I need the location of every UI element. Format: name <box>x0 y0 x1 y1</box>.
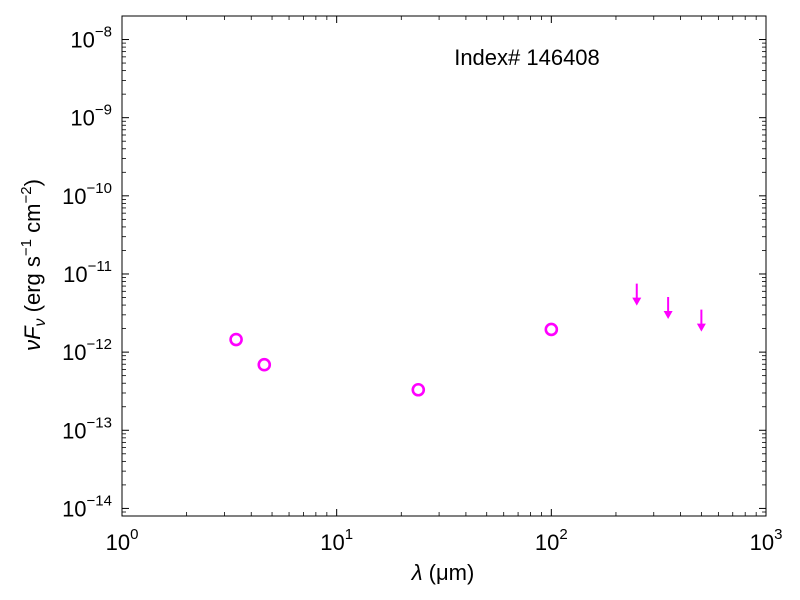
x-tick-exp: 1 <box>345 526 353 543</box>
y-tick-exp: −9 <box>95 102 112 119</box>
y-tick-label: 10−11 <box>63 258 112 287</box>
x-tick-base: 10 <box>535 530 559 555</box>
upper-limit-point <box>632 283 642 306</box>
y-axis-exp2: −2 <box>18 186 35 203</box>
y-tick-exp: −12 <box>87 336 112 353</box>
y-axis-unit2: cm <box>20 204 45 239</box>
y-axis-label: νFν (erg s−1 cm−2) <box>18 179 49 351</box>
upper-limit-point <box>696 309 706 332</box>
y-tick-label: 10−12 <box>62 336 112 365</box>
x-axis-label: λ (μm) <box>411 560 475 585</box>
x-tick-exp: 3 <box>774 526 782 543</box>
y-axis-close: ) <box>20 179 45 186</box>
index-annotation: Index# 146408 <box>454 45 600 70</box>
x-tick-label: 101 <box>320 526 353 555</box>
x-axis-symbol: λ <box>411 560 423 585</box>
y-axis-prefix: νF <box>20 325 45 351</box>
y-tick-base: 10 <box>62 418 86 443</box>
upper-limit-arrowhead <box>632 297 642 306</box>
tick-labels: 100 101 102 10310−1410−1310−1210−1110−1010−… <box>62 24 782 555</box>
y-tick-label: 10−9 <box>70 102 112 131</box>
data-markers <box>229 283 706 397</box>
y-tick-exp: −10 <box>87 180 112 197</box>
x-tick-exp: 2 <box>559 526 567 543</box>
x-tick-label: 102 <box>535 526 568 555</box>
x-tick-base: 10 <box>750 530 774 555</box>
y-tick-label: 10−10 <box>62 180 112 209</box>
y-axis-sub: ν <box>32 318 49 326</box>
y-tick-exp: −14 <box>87 492 112 509</box>
y-axis-unit1: (erg s <box>20 256 45 318</box>
x-tick-label: 100 <box>106 526 139 555</box>
detection-point <box>411 382 426 397</box>
detection-point <box>229 332 243 347</box>
y-tick-exp: −13 <box>87 414 112 431</box>
upper-limit-point <box>663 296 673 319</box>
y-tick-exp: −8 <box>95 24 112 41</box>
y-tick-base: 10 <box>70 28 94 53</box>
x-tick-base: 10 <box>106 530 130 555</box>
x-tick-label: 103 <box>750 526 783 555</box>
y-tick-base: 10 <box>62 340 86 365</box>
plot-frame <box>121 15 767 517</box>
y-tick-label: 10−8 <box>70 24 112 53</box>
detection-point <box>544 322 559 337</box>
x-tick-exp: 0 <box>130 526 138 543</box>
y-axis-exp1: −1 <box>18 239 35 256</box>
upper-limit-arrowhead <box>663 310 673 319</box>
y-tick-base: 10 <box>62 184 86 209</box>
detection-point <box>257 357 272 372</box>
y-tick-base: 10 <box>70 106 94 131</box>
x-axis-unit: (μm) <box>423 560 475 585</box>
upper-limit-arrowhead <box>696 323 706 332</box>
y-tick-label: 10−13 <box>62 414 112 443</box>
minor-ticks <box>122 16 766 516</box>
x-tick-base: 10 <box>320 530 344 555</box>
y-tick-base: 10 <box>63 262 87 287</box>
y-tick-label: 10−14 <box>62 492 112 521</box>
y-tick-base: 10 <box>62 496 86 521</box>
y-tick-exp: −11 <box>88 258 112 275</box>
